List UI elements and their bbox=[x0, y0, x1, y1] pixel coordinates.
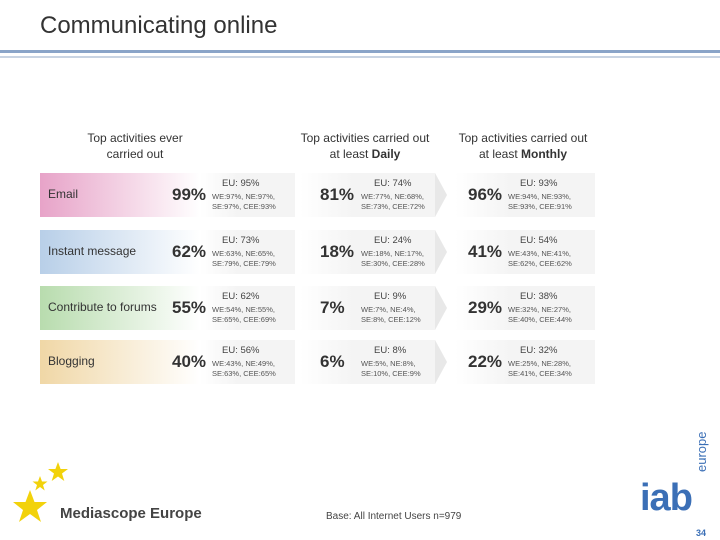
monthly-region-breakdown-line1: WE:32%, NE:27%, bbox=[508, 305, 571, 314]
ever-percentage: 62% bbox=[172, 242, 207, 261]
ever-region-breakdown-line1: WE:97%, NE:97%, bbox=[212, 192, 275, 201]
daily-region-breakdown-line2: SE:8%, CEE:12% bbox=[361, 315, 421, 324]
column-header-ever-line2: carried out bbox=[106, 147, 164, 161]
arrow-shape bbox=[435, 173, 447, 217]
arrow-shape bbox=[435, 230, 447, 274]
row-color-band bbox=[40, 230, 200, 274]
monthly-percentage: 96% bbox=[468, 185, 503, 204]
monthly-region-breakdown-line1: WE:43%, NE:41%, bbox=[508, 249, 571, 258]
daily-eu-value: EU: 74% bbox=[374, 178, 412, 189]
daily-eu-value: EU: 8% bbox=[374, 345, 407, 356]
daily-region-breakdown-line1: WE:7%, NE:4%, bbox=[361, 305, 416, 314]
daily-panel bbox=[300, 173, 435, 217]
mediascope-logo-text: Mediascope Europe bbox=[60, 505, 202, 522]
ever-region-breakdown-line2: SE:97%, CEE:93% bbox=[212, 202, 276, 211]
daily-eu-value: EU: 9% bbox=[374, 291, 407, 302]
arrow-shape bbox=[435, 340, 447, 384]
monthly-panel bbox=[455, 340, 595, 384]
base-note: Base: All Internet Users n=979 bbox=[326, 511, 462, 522]
monthly-percentage: 29% bbox=[468, 298, 503, 317]
ever-region-breakdown-line1: WE:54%, NE:55%, bbox=[212, 305, 275, 314]
iab-logo-europe: europe bbox=[694, 431, 709, 472]
monthly-region-breakdown-line2: SE:62%, CEE:62% bbox=[508, 259, 572, 268]
ever-region-breakdown-line2: SE:65%, CEE:69% bbox=[212, 315, 276, 324]
monthly-region-breakdown-line2: SE:93%, CEE:91% bbox=[508, 202, 572, 211]
ever-region-breakdown-line2: SE:63%, CEE:65% bbox=[212, 369, 276, 378]
column-header-monthly-line2: at least Monthly bbox=[443, 146, 603, 162]
daily-region-breakdown-line2: SE:30%, CEE:28% bbox=[361, 259, 425, 268]
title-rule bbox=[0, 50, 720, 53]
title-rule-thin bbox=[0, 56, 720, 58]
activity-label: Instant message bbox=[48, 244, 137, 258]
daily-percentage: 6% bbox=[320, 352, 345, 371]
daily-percentage: 18% bbox=[320, 242, 355, 261]
monthly-percentage: 41% bbox=[468, 242, 503, 261]
daily-region-breakdown-line2: SE:73%, CEE:72% bbox=[361, 202, 425, 211]
monthly-eu-value: EU: 38% bbox=[520, 291, 558, 302]
daily-region-breakdown-line1: WE:18%, NE:17%, bbox=[361, 249, 424, 258]
daily-percentage: 81% bbox=[320, 185, 355, 204]
ever-percentage: 99% bbox=[172, 185, 207, 204]
column-header-monthly-line1: Top activities carried out bbox=[458, 131, 588, 145]
monthly-eu-value: EU: 54% bbox=[520, 235, 558, 246]
monthly-region-breakdown-line1: WE:94%, NE:93%, bbox=[508, 192, 571, 201]
ever-eu-value: EU: 56% bbox=[222, 345, 260, 356]
iab-logo: iab bbox=[640, 477, 693, 519]
arrow-shape bbox=[435, 286, 447, 330]
daily-percentage: 7% bbox=[320, 298, 345, 317]
ever-eu-value: EU: 62% bbox=[222, 291, 260, 302]
ever-percentage: 55% bbox=[172, 298, 207, 317]
monthly-percentage: 22% bbox=[468, 352, 503, 371]
daily-region-breakdown-line1: WE:77%, NE:68%, bbox=[361, 192, 424, 201]
star-logo-icon bbox=[13, 462, 68, 522]
monthly-region-breakdown-line1: WE:25%, NE:28%, bbox=[508, 359, 571, 368]
monthly-region-breakdown-line2: SE:40%, CEE:44% bbox=[508, 315, 572, 324]
activity-label: Email bbox=[48, 187, 79, 201]
ever-panel bbox=[200, 173, 295, 217]
column-header-daily-prefix: at least bbox=[329, 147, 372, 161]
ever-panel bbox=[200, 340, 295, 384]
monthly-region-breakdown-line2: SE:41%, CEE:34% bbox=[508, 369, 572, 378]
row-color-band bbox=[40, 340, 200, 384]
ever-panel bbox=[200, 230, 295, 274]
ever-region-breakdown-line1: WE:43%, NE:49%, bbox=[212, 359, 275, 368]
daily-eu-value: EU: 24% bbox=[374, 235, 412, 246]
column-header-ever: Top activities ever carried out bbox=[60, 130, 210, 162]
column-header-monthly-prefix: at least bbox=[478, 147, 522, 161]
ever-eu-value: EU: 73% bbox=[222, 235, 260, 246]
monthly-panel bbox=[455, 286, 595, 330]
column-header-monthly: Top activities carried out at least Mont… bbox=[443, 130, 603, 162]
activity-label: Contribute to forums bbox=[48, 300, 157, 314]
ever-region-breakdown-line1: WE:63%, NE:65%, bbox=[212, 249, 275, 258]
column-header-daily-line1: Top activities carried out bbox=[300, 131, 430, 145]
page-number: 34 bbox=[696, 528, 707, 538]
daily-panel bbox=[300, 230, 435, 274]
ever-region-breakdown-line2: SE:79%, CEE:79% bbox=[212, 259, 276, 268]
column-header-monthly-bold: Monthly bbox=[521, 147, 568, 161]
monthly-panel bbox=[455, 230, 595, 274]
row-color-band bbox=[40, 173, 200, 217]
daily-region-breakdown-line2: SE:10%, CEE:9% bbox=[361, 369, 421, 378]
ever-eu-value: EU: 95% bbox=[222, 178, 260, 189]
page-title: Communicating online bbox=[40, 12, 278, 39]
column-header-daily: Top activities carried out at least Dail… bbox=[285, 130, 445, 162]
monthly-panel bbox=[455, 173, 595, 217]
row-color-band bbox=[40, 286, 200, 330]
monthly-eu-value: EU: 32% bbox=[520, 345, 558, 356]
daily-panel bbox=[300, 286, 435, 330]
daily-panel bbox=[300, 340, 435, 384]
column-header-daily-bold: Daily bbox=[371, 147, 401, 161]
monthly-eu-value: EU: 93% bbox=[520, 178, 558, 189]
activity-label: Blogging bbox=[48, 354, 95, 368]
column-header-ever-line1: Top activities ever bbox=[87, 131, 183, 145]
ever-panel bbox=[200, 286, 295, 330]
column-header-daily-line2: at least Daily bbox=[285, 146, 445, 162]
daily-region-breakdown-line1: WE:5%, NE:8%, bbox=[361, 359, 416, 368]
ever-percentage: 40% bbox=[172, 352, 207, 371]
